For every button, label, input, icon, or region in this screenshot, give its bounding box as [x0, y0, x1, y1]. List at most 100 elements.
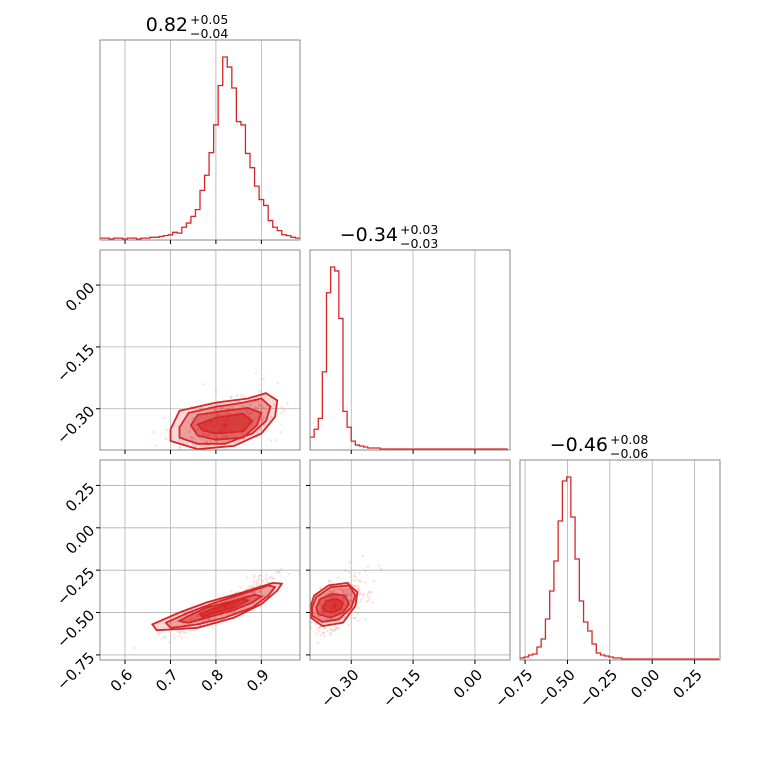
scatter-point [185, 451, 188, 454]
scatter-point [319, 609, 322, 612]
scatter-point [246, 576, 249, 579]
scatter-point [255, 406, 259, 409]
param-title-value: −0.34 [340, 224, 398, 246]
scatter-point [181, 441, 185, 444]
scatter-point [230, 406, 234, 410]
scatter-point [329, 612, 333, 616]
param-title-minus: −0.06 [610, 446, 648, 461]
scatter-point [354, 575, 357, 579]
scatter-point [182, 630, 186, 634]
contour-line-2 [169, 392, 279, 450]
scatter-point [196, 452, 199, 455]
scatter-point [334, 627, 337, 630]
scatter-point [358, 571, 361, 575]
x-tick-label: 0.00 [450, 666, 486, 702]
scatter-point [214, 440, 218, 443]
scatter-point [319, 601, 323, 604]
scatter-point [330, 596, 334, 600]
scatter-point [377, 564, 381, 568]
scatter-point [322, 599, 325, 602]
scatter-point [358, 588, 361, 592]
scatter-point [217, 413, 220, 417]
param-title-plus: +0.08 [610, 432, 648, 447]
scatter-point [338, 587, 341, 590]
scatter-point [332, 595, 335, 598]
scatter-point [173, 636, 176, 640]
scatter-point [302, 576, 305, 579]
scatter-point [230, 433, 233, 436]
scatter-point [316, 614, 320, 618]
scatter-point [201, 383, 205, 386]
scatter-point [286, 402, 289, 405]
scatter-point [200, 432, 204, 435]
scatter-point [268, 577, 271, 580]
scatter-point [254, 595, 257, 598]
scatter-point [190, 437, 193, 440]
scatter-point [340, 588, 343, 592]
scatter-point [364, 570, 367, 573]
scatter-point [260, 419, 264, 422]
scatter-point [243, 404, 246, 408]
scatter-point [225, 434, 228, 437]
scatter-point [353, 571, 357, 574]
scatter-point [353, 585, 357, 588]
scatter-point [260, 418, 264, 422]
scatter-point [210, 433, 213, 437]
contour-line-1.5 [311, 584, 357, 623]
scatter-point [321, 611, 325, 615]
scatter-point [247, 585, 251, 589]
param-title-plus: +0.05 [190, 12, 228, 27]
scatter-point [235, 590, 238, 594]
scatter-point [226, 439, 230, 442]
scatter-point [332, 590, 335, 593]
scatter-point [163, 416, 166, 420]
scatter-point [237, 439, 241, 443]
contour-line-2 [150, 581, 284, 632]
scatter-point [189, 630, 192, 633]
scatter-point [332, 589, 335, 592]
scatter-point [246, 409, 249, 412]
scatter-point [251, 401, 254, 405]
scatter-point [203, 431, 206, 435]
scatter-point [253, 405, 257, 408]
scatter-point [238, 585, 242, 589]
x-tick-label: 0.8 [198, 666, 228, 696]
hist-panel-1: −0.34 +0.03−0.03 [309, 222, 511, 454]
scatter-point [343, 599, 346, 603]
scatter-point [253, 575, 256, 579]
scatter-point [219, 413, 222, 417]
scatter-panel-1-2-content [283, 554, 383, 645]
scatter-point [346, 589, 349, 593]
scatter-point [371, 600, 374, 604]
scatter-point [306, 620, 309, 623]
scatter-point [217, 413, 220, 417]
scatter-point [262, 377, 265, 380]
scatter-point [265, 573, 268, 577]
scatter-point [358, 593, 361, 596]
scatter-point [344, 569, 347, 572]
scatter-point [328, 596, 332, 599]
scatter-point [204, 440, 207, 443]
scatter-point [219, 413, 223, 417]
scatter-point [178, 631, 181, 634]
scatter-point [276, 381, 279, 385]
scatter-point [345, 593, 348, 596]
scatter-point [328, 579, 331, 582]
scatter-point [208, 617, 211, 621]
scatter-panel-0-2-content [132, 567, 300, 650]
scatter-point [168, 640, 171, 644]
scatter-point [188, 435, 192, 438]
scatter-point [347, 587, 351, 591]
scatter-point [327, 580, 331, 583]
scatter-point [343, 597, 346, 600]
scatter-point [209, 439, 212, 443]
scatter-point [250, 426, 253, 429]
scatter-point [219, 435, 222, 438]
scatter-point [335, 627, 338, 631]
scatter-point [283, 633, 286, 636]
scatter-point [195, 428, 198, 432]
scatter-point [357, 584, 360, 588]
scatter-point [246, 411, 250, 414]
scatter-point [255, 584, 258, 587]
